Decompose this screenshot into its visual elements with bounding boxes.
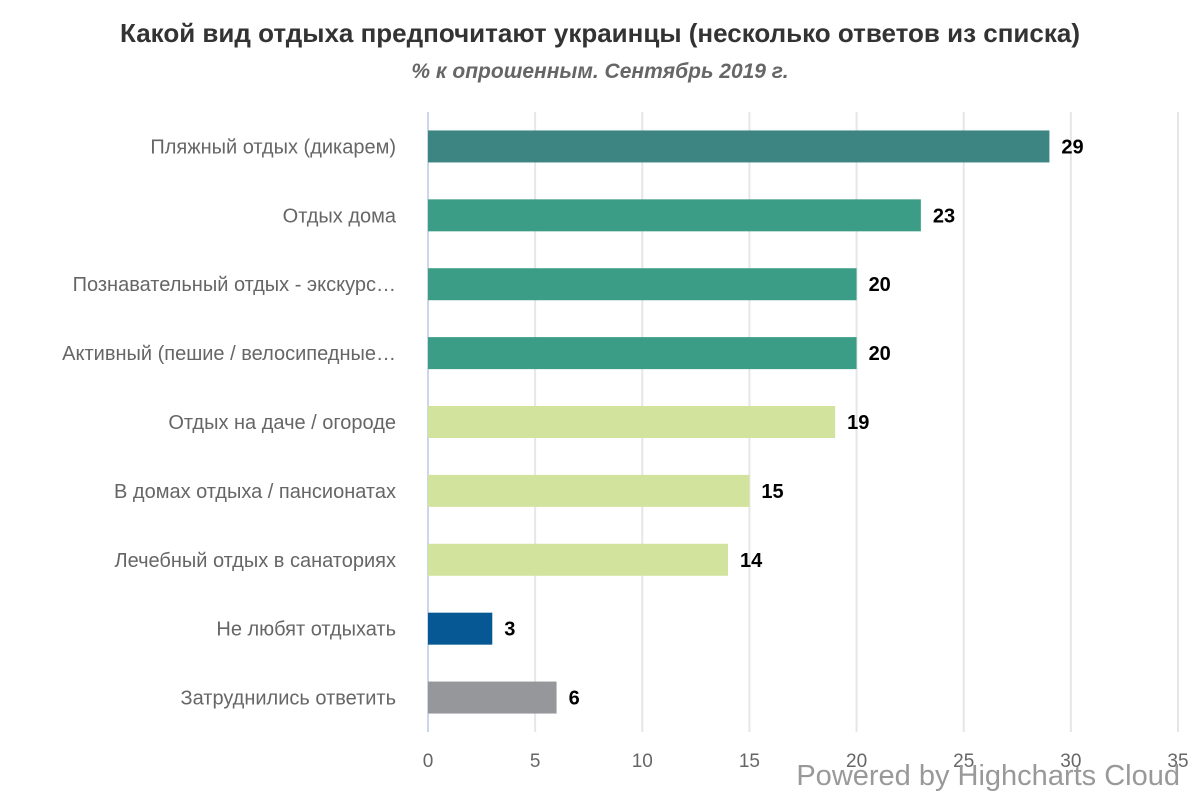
x-tick-label: 0	[423, 751, 434, 772]
category-labels: Пляжный отдых (дикарем) Отдых дома Познава…	[62, 136, 397, 709]
bar[interactable]	[428, 268, 857, 301]
x-tick-label: 30	[1060, 751, 1081, 772]
x-tick-label: 25	[953, 751, 974, 772]
bar[interactable]	[428, 130, 1050, 163]
data-label: 20	[869, 274, 891, 296]
bar[interactable]	[428, 681, 557, 714]
bar[interactable]	[428, 543, 728, 576]
category-label: Отдых дома	[283, 205, 397, 227]
x-axis-ticks: 0 5 10 15 20 25 30 35	[423, 751, 1189, 772]
data-label: 19	[847, 412, 869, 434]
category-label: Пляжный отдых (дикарем)	[150, 136, 396, 158]
category-label: Отдых на даче / огороде	[168, 412, 396, 434]
chart-title: Какой вид отдыха предпочитают украинцы (…	[120, 18, 1080, 48]
bar[interactable]	[428, 612, 493, 645]
data-label: 20	[869, 343, 891, 365]
x-tick-label: 20	[846, 751, 867, 772]
credits-link[interactable]: Powered by Highcharts Cloud	[796, 760, 1180, 792]
data-label: 3	[504, 619, 515, 641]
category-label: Активный (пешие / велосипедные…	[62, 343, 396, 365]
category-label: Познавательный отдых - экскурс…	[73, 274, 396, 296]
x-tick-label: 35	[1167, 751, 1188, 772]
category-label: В домах отдыха / пансионатах	[114, 481, 396, 503]
x-tick-label: 5	[530, 751, 541, 772]
x-tick-label: 10	[632, 751, 653, 772]
bar[interactable]	[428, 337, 857, 370]
data-labels: 29 23 20 20 19 15 14 3 6	[504, 136, 1083, 709]
x-tick-label: 15	[739, 751, 760, 772]
bar[interactable]	[428, 406, 836, 438]
data-label: 6	[569, 688, 580, 710]
category-label: Затруднились ответить	[181, 688, 396, 710]
data-label: 15	[761, 481, 783, 503]
data-label: 29	[1061, 136, 1083, 158]
bars	[428, 130, 1050, 714]
category-label: Лечебный отдых в санаториях	[114, 550, 396, 572]
bar[interactable]	[428, 474, 750, 507]
category-label: Не любят отдыхать	[216, 619, 396, 641]
bar[interactable]	[428, 199, 921, 232]
data-label: 23	[933, 205, 955, 227]
data-label: 14	[740, 550, 763, 572]
chart-subtitle: % к опрошенным. Сентябрь 2019 г.	[411, 60, 789, 83]
